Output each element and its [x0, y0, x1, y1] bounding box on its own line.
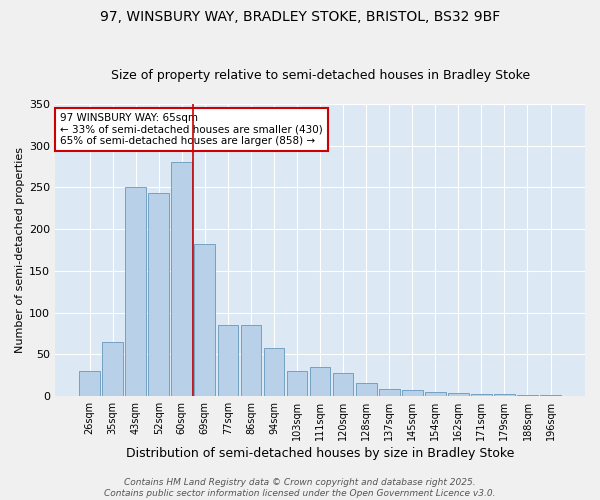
Bar: [79, 371, 100, 396]
Bar: [540, 395, 561, 396]
Text: 97 WINSBURY WAY: 65sqm
← 33% of semi-detached houses are smaller (430)
65% of se: 97 WINSBURY WAY: 65sqm ← 33% of semi-det…: [61, 113, 323, 146]
Bar: [102, 342, 123, 396]
Bar: [172, 162, 192, 396]
X-axis label: Distribution of semi-detached houses by size in Bradley Stoke: Distribution of semi-detached houses by …: [126, 447, 514, 460]
Bar: [356, 384, 377, 396]
Bar: [310, 366, 331, 396]
Bar: [379, 390, 400, 396]
Bar: [241, 325, 262, 396]
Bar: [148, 194, 169, 396]
Text: 97, WINSBURY WAY, BRADLEY STOKE, BRISTOL, BS32 9BF: 97, WINSBURY WAY, BRADLEY STOKE, BRISTOL…: [100, 10, 500, 24]
Text: Contains HM Land Registry data © Crown copyright and database right 2025.
Contai: Contains HM Land Registry data © Crown c…: [104, 478, 496, 498]
Y-axis label: Number of semi-detached properties: Number of semi-detached properties: [15, 147, 25, 353]
Bar: [218, 325, 238, 396]
Bar: [471, 394, 492, 396]
Bar: [287, 371, 307, 396]
Bar: [125, 188, 146, 396]
Bar: [448, 394, 469, 396]
Bar: [333, 372, 353, 396]
Bar: [494, 394, 515, 396]
Bar: [194, 244, 215, 396]
Title: Size of property relative to semi-detached houses in Bradley Stoke: Size of property relative to semi-detach…: [110, 69, 530, 82]
Bar: [425, 392, 446, 396]
Bar: [263, 348, 284, 396]
Bar: [402, 390, 422, 396]
Bar: [517, 395, 538, 396]
